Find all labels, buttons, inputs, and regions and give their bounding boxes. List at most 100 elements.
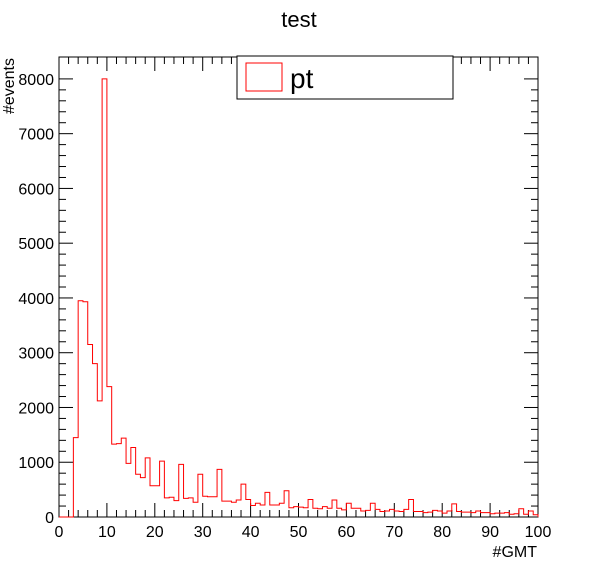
- histogram-bin: [83, 302, 88, 517]
- y-tick-label: 7000: [18, 127, 54, 144]
- histogram-bin: [241, 484, 246, 517]
- histogram-bin: [442, 513, 447, 517]
- histogram-bin: [366, 510, 371, 517]
- histogram-bin: [447, 511, 452, 517]
- histogram-bin: [500, 513, 505, 517]
- histogram-bin: [212, 497, 217, 517]
- histogram-bin: [155, 486, 160, 517]
- y-tick-label: 1000: [18, 455, 54, 472]
- histogram-bin: [284, 491, 289, 517]
- y-tick-label: 0: [45, 510, 54, 527]
- histogram-bin: [433, 510, 438, 517]
- histogram-bin: [380, 512, 385, 517]
- histogram-bin: [495, 513, 500, 517]
- y-axis-label: #events: [1, 58, 18, 114]
- histogram-bin: [255, 503, 260, 517]
- histogram-bin: [140, 478, 145, 517]
- histogram-bin: [471, 513, 476, 517]
- chart-title: test: [281, 7, 316, 32]
- histogram-bin: [370, 503, 375, 517]
- histogram-bin: [461, 512, 466, 517]
- histogram-bin: [93, 364, 98, 517]
- x-tick-label: 0: [55, 524, 64, 541]
- histogram-bin: [437, 511, 442, 517]
- x-tick-label: 30: [194, 524, 212, 541]
- legend: pt: [236, 55, 454, 100]
- histogram-bin: [481, 513, 486, 517]
- histogram-bin: [404, 509, 409, 517]
- histogram-bin: [136, 474, 141, 517]
- x-tick-label: 60: [338, 524, 356, 541]
- x-tick-label: 90: [481, 524, 499, 541]
- histogram-bin: [160, 461, 165, 517]
- histogram-bins: [73, 79, 538, 517]
- x-tick-label: 50: [290, 524, 308, 541]
- histogram-bin: [385, 511, 390, 517]
- histogram-bin: [188, 498, 193, 517]
- histogram-bin: [231, 502, 236, 517]
- x-axis-label: #GMT: [493, 544, 538, 561]
- histogram-bin: [203, 496, 208, 517]
- histogram-bin: [342, 510, 347, 517]
- histogram-bin: [102, 79, 107, 517]
- histogram-bin: [179, 464, 184, 517]
- histogram-bin: [519, 509, 524, 517]
- legend-swatch: [245, 62, 283, 92]
- histogram-bin: [428, 512, 433, 517]
- y-tick-label: 8000: [18, 72, 54, 89]
- y-tick-label: 4000: [18, 291, 54, 308]
- histogram-bin: [207, 497, 212, 517]
- histogram-bin: [528, 511, 533, 517]
- histogram-bin: [313, 508, 318, 517]
- histogram-bin: [275, 505, 280, 517]
- histogram-bin: [476, 511, 481, 517]
- histogram-bin: [294, 507, 299, 517]
- histogram-bin: [107, 387, 112, 517]
- y-tick-label: 2000: [18, 400, 54, 417]
- histogram-bin: [78, 301, 83, 517]
- histogram-outline: [59, 78, 539, 518]
- histogram-bin: [246, 499, 251, 517]
- histogram-bin: [184, 498, 189, 517]
- histogram-bin: [131, 447, 136, 517]
- x-tick-label: 40: [242, 524, 260, 541]
- histogram-bin: [409, 499, 414, 517]
- histogram-bin: [73, 438, 78, 517]
- histogram-bin: [121, 438, 126, 517]
- histogram-bin: [457, 512, 462, 517]
- histogram-bin: [466, 512, 471, 517]
- histogram-bin: [413, 512, 418, 517]
- histogram-bin: [356, 508, 361, 517]
- x-tick-label: 70: [385, 524, 403, 541]
- histogram-bin: [97, 401, 102, 517]
- x-tick-label: 10: [98, 524, 116, 541]
- histogram-bin: [88, 345, 93, 518]
- histogram-bin: [308, 499, 313, 517]
- y-axis: 0 1000 2000 3000 4000 5000 6000 7000 8000: [18, 72, 538, 527]
- y-tick-label: 3000: [18, 346, 54, 363]
- histogram-bin: [394, 511, 399, 517]
- histogram-bin: [193, 502, 198, 517]
- histogram-bin: [174, 501, 179, 517]
- histogram-bin: [270, 505, 275, 517]
- histogram-bin: [322, 507, 327, 517]
- histogram-bin: [337, 508, 342, 517]
- legend-box: [236, 55, 454, 100]
- histogram-bin: [485, 513, 490, 517]
- histogram-bin: [198, 474, 203, 517]
- histogram-bin: [222, 501, 227, 517]
- histogram-bin: [150, 486, 155, 517]
- y-tick-label: 6000: [18, 181, 54, 198]
- histogram-bin: [164, 498, 169, 517]
- histogram-bin: [375, 509, 380, 517]
- histogram-bin: [318, 509, 323, 517]
- x-tick-label: 100: [525, 524, 552, 541]
- histogram-bin: [332, 500, 337, 517]
- histogram-bin: [418, 512, 423, 517]
- histogram-bin: [351, 508, 356, 517]
- histogram-bin: [279, 503, 284, 517]
- x-tick-label: 20: [146, 524, 164, 541]
- histogram-bin: [390, 509, 395, 517]
- histogram-bin: [346, 503, 351, 517]
